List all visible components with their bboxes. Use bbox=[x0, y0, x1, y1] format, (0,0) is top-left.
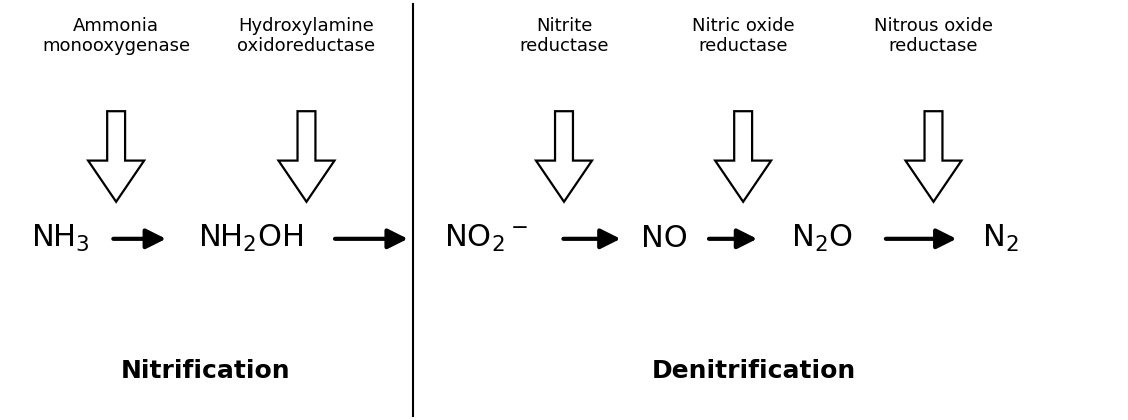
Polygon shape bbox=[715, 111, 772, 202]
Text: NO$_2$$^-$: NO$_2$$^-$ bbox=[443, 223, 528, 255]
Text: Nitric oxide
reductase: Nitric oxide reductase bbox=[691, 16, 794, 55]
Text: Nitrous oxide
reductase: Nitrous oxide reductase bbox=[874, 16, 993, 55]
Text: NH$_3$: NH$_3$ bbox=[30, 223, 89, 255]
Text: Denitrification: Denitrification bbox=[652, 359, 856, 383]
Text: Nitrite
reductase: Nitrite reductase bbox=[519, 16, 609, 55]
Text: Nitrification: Nitrification bbox=[121, 359, 291, 383]
Polygon shape bbox=[536, 111, 592, 202]
Text: N$_2$O: N$_2$O bbox=[791, 223, 853, 255]
Polygon shape bbox=[88, 111, 144, 202]
Text: NH$_2$OH: NH$_2$OH bbox=[197, 223, 303, 255]
Text: NO: NO bbox=[642, 224, 688, 253]
Text: N$_2$: N$_2$ bbox=[982, 223, 1019, 255]
Polygon shape bbox=[906, 111, 961, 202]
Text: Ammonia
monooxygenase: Ammonia monooxygenase bbox=[42, 16, 191, 55]
Polygon shape bbox=[279, 111, 335, 202]
Text: Hydroxylamine
oxidoreductase: Hydroxylamine oxidoreductase bbox=[237, 16, 376, 55]
